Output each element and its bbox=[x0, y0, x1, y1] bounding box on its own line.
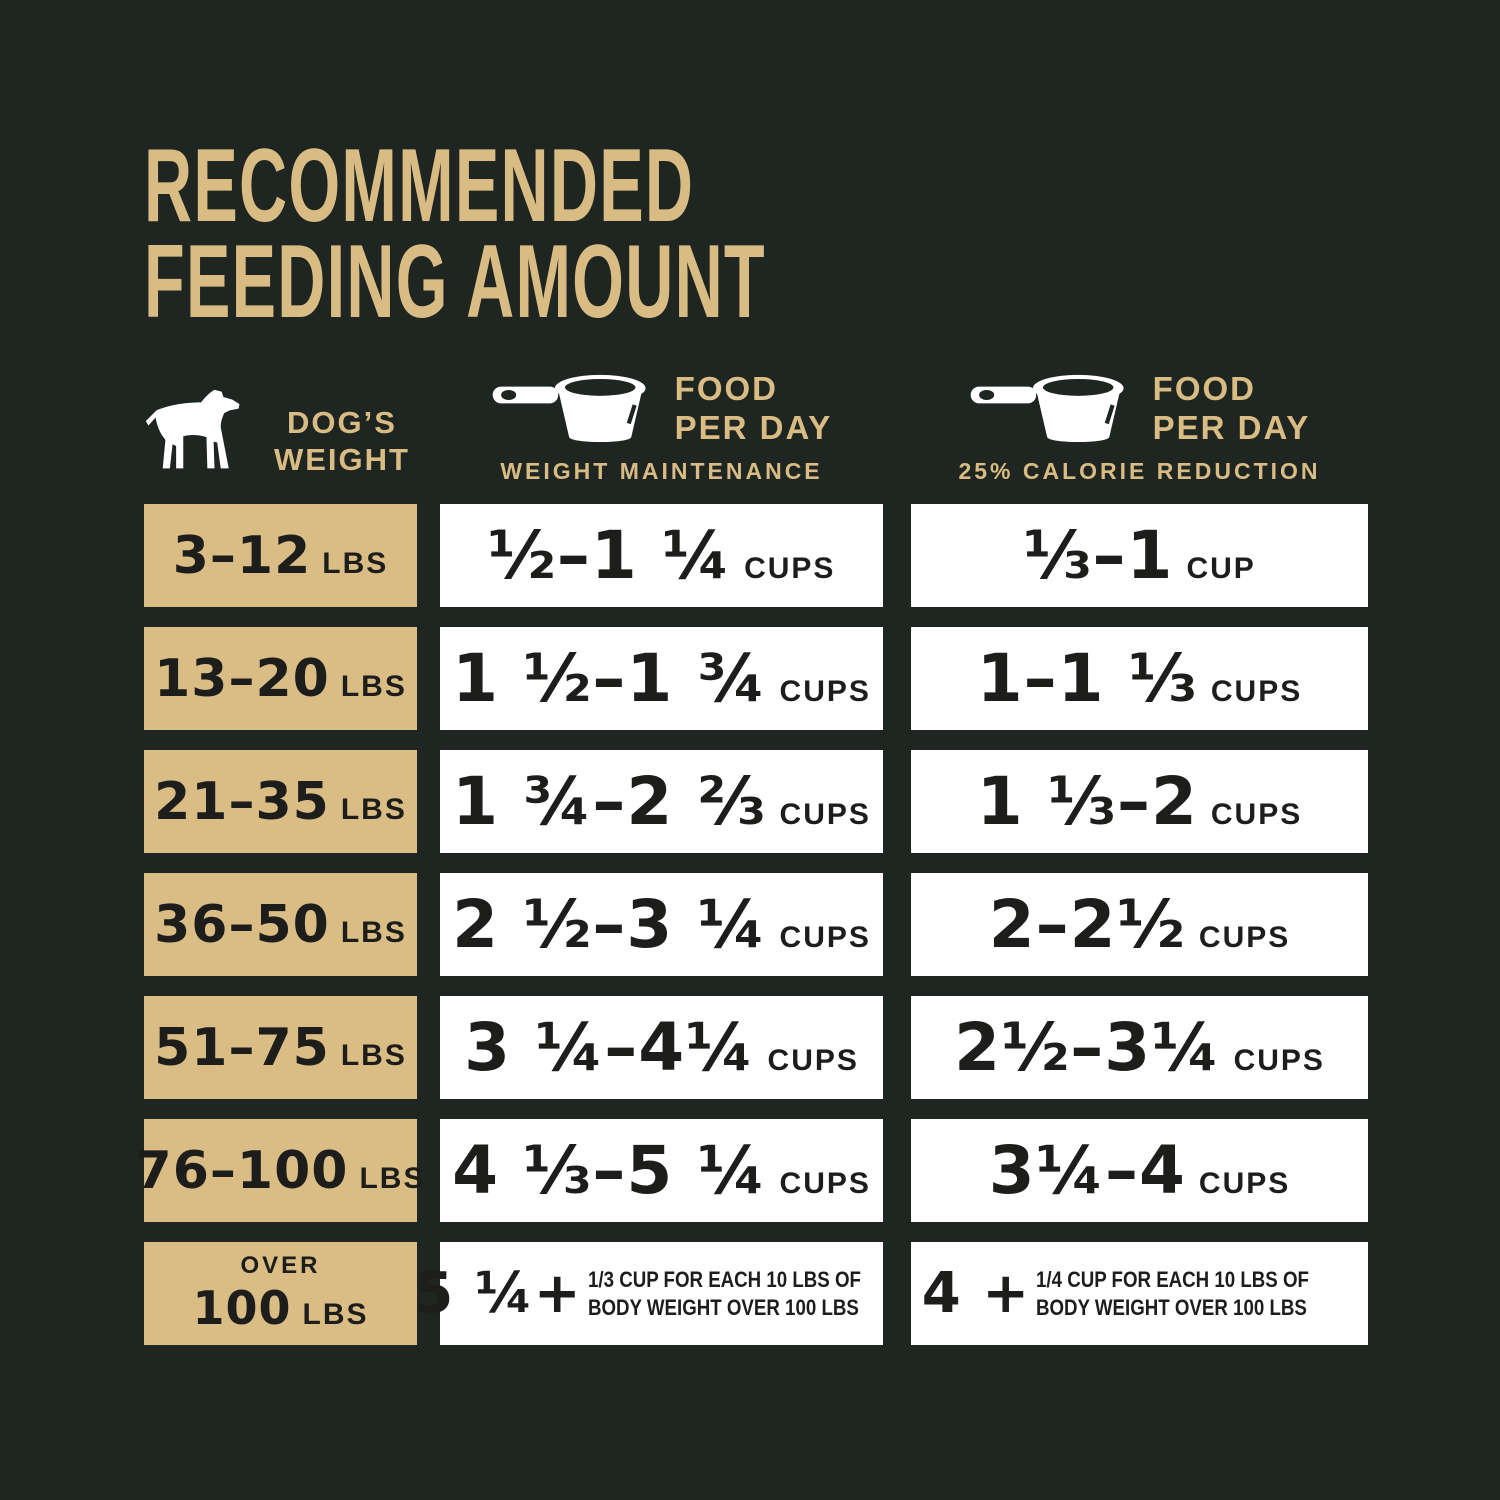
table-row: 21–35 LBS 1 ¾–2 ⅔ CUPS 1 ⅓–2 CUPS bbox=[144, 750, 1368, 853]
food-label-line2: PER DAY bbox=[674, 409, 833, 446]
weight-label-line1: DOG’S bbox=[287, 405, 397, 440]
reduction-cell: 3¼–4 CUPS bbox=[911, 1119, 1368, 1222]
reduction-note: 1/4 CUP FOR EACH 10 LBS OF BODY WEIGHT O… bbox=[1036, 1266, 1309, 1322]
weight-cell: 36–50 LBS bbox=[144, 873, 417, 976]
maintenance-unit: CUPS bbox=[779, 1167, 871, 1200]
table-row: 51–75 LBS 3 ¼–4¼ CUPS 2½–3¼ CUPS bbox=[144, 996, 1368, 1099]
maintenance-cell: 3 ¼–4¼ CUPS bbox=[440, 996, 883, 1099]
reduction-unit: CUP bbox=[1186, 552, 1256, 585]
reduction-value: 4 + bbox=[921, 1261, 1031, 1326]
maintenance-unit: CUPS bbox=[779, 675, 871, 708]
page-title-line1: RECOMMENDED bbox=[144, 128, 695, 244]
header-dogs-weight: DOG’S WEIGHT bbox=[144, 382, 417, 478]
maintenance-unit: CUPS bbox=[779, 921, 871, 954]
weight-unit: LBS bbox=[340, 1038, 407, 1072]
weight-cell: OVER 100 LBS bbox=[144, 1242, 417, 1345]
food-per-day-label: FOOD PER DAY bbox=[1153, 369, 1311, 447]
maintenance-cell: 1 ½–1 ¾ CUPS bbox=[440, 627, 883, 730]
header-food-maintenance: FOOD PER DAY bbox=[440, 368, 883, 448]
reduction-value: 1–1 ⅓ bbox=[976, 640, 1198, 717]
food-per-day-label: FOOD PER DAY bbox=[675, 369, 833, 447]
food-label-line2: PER DAY bbox=[1152, 409, 1311, 446]
header-food-reduction: FOOD PER DAY bbox=[911, 368, 1368, 448]
maintenance-value: 4 ⅓–5 ¼ bbox=[452, 1132, 767, 1209]
food-label-line1: FOOD bbox=[674, 370, 778, 407]
weight-value: 13–20 bbox=[154, 648, 330, 709]
maintenance-note-line2: BODY WEIGHT OVER 100 LBS bbox=[587, 1294, 859, 1320]
reduction-value: 1 ⅓–2 bbox=[976, 763, 1198, 840]
weight-cell: 13–20 LBS bbox=[144, 627, 417, 730]
weight-prefix: OVER bbox=[240, 1251, 321, 1279]
maintenance-value: 5 ¼+ bbox=[414, 1261, 582, 1326]
reduction-cell: 1–1 ⅓ CUPS bbox=[911, 627, 1368, 730]
food-label-line1: FOOD bbox=[1152, 370, 1256, 407]
measuring-cup-icon bbox=[970, 374, 1124, 443]
weight-value: 36–50 bbox=[154, 894, 330, 955]
weight-cell: 51–75 LBS bbox=[144, 996, 417, 1099]
weight-unit: LBS bbox=[340, 915, 407, 949]
weight-cell: 3–12 LBS bbox=[144, 504, 417, 607]
maintenance-value: 3 ¼–4¼ bbox=[464, 1009, 755, 1086]
maintenance-value: ½–1 ¼ bbox=[487, 517, 732, 594]
weight-unit: LBS bbox=[359, 1161, 426, 1195]
maintenance-cell: ½–1 ¼ CUPS bbox=[440, 504, 883, 607]
table-row: OVER 100 LBS 5 ¼+ 1/3 CUP FOR EACH 10 LBS… bbox=[144, 1242, 1368, 1345]
maintenance-value: 1 ¾–2 ⅔ bbox=[452, 763, 767, 840]
table-row: 76–100 LBS 4 ⅓–5 ¼ CUPS 3¼–4 CUPS bbox=[136, 1119, 1368, 1222]
reduction-note-line1: 1/4 CUP FOR EACH 10 LBS OF bbox=[1036, 1266, 1310, 1292]
reduction-unit: CUPS bbox=[1198, 1167, 1291, 1200]
reduction-unit: CUPS bbox=[1210, 675, 1303, 708]
page-title: RECOMMENDED FEEDING AMOUNT bbox=[144, 128, 1116, 340]
table-row: 36–50 LBS 2 ½–3 ¼ CUPS 2–2½ CUPS bbox=[144, 873, 1368, 976]
reduction-value: 3¼–4 bbox=[988, 1132, 1186, 1209]
table-row: 13–20 LBS 1 ½–1 ¾ CUPS 1–1 ⅓ CUPS bbox=[144, 627, 1368, 730]
reduction-value: 2½–3¼ bbox=[954, 1009, 1221, 1086]
maintenance-cell: 5 ¼+ 1/3 CUP FOR EACH 10 LBS OF BODY WEI… bbox=[414, 1242, 883, 1345]
maintenance-unit: CUPS bbox=[779, 798, 871, 831]
measuring-cup-icon bbox=[492, 374, 646, 443]
reduction-cell: 2–2½ CUPS bbox=[911, 873, 1368, 976]
weight-unit: LBS bbox=[302, 1297, 369, 1331]
maintenance-subtitle: WEIGHT MAINTENANCE bbox=[500, 458, 823, 484]
reduction-unit: CUPS bbox=[1233, 1044, 1325, 1077]
reduction-note-line2: BODY WEIGHT OVER 100 LBS bbox=[1036, 1294, 1307, 1320]
page-title-line2: FEEDING AMOUNT bbox=[144, 224, 766, 340]
maintenance-note-line1: 1/3 CUP FOR EACH 10 LBS OF bbox=[587, 1266, 861, 1292]
reduction-value: ⅓–1 bbox=[1023, 517, 1174, 594]
maintenance-value: 1 ½–1 ¾ bbox=[452, 640, 767, 717]
reduction-cell: ⅓–1 CUP bbox=[911, 504, 1368, 607]
maintenance-cell: 1 ¾–2 ⅔ CUPS bbox=[440, 750, 883, 853]
maintenance-note: 1/3 CUP FOR EACH 10 LBS OF BODY WEIGHT O… bbox=[588, 1266, 861, 1322]
dog-icon bbox=[145, 389, 240, 469]
weight-value: 76–100 bbox=[135, 1140, 349, 1201]
weight-value: 100 bbox=[192, 1280, 292, 1335]
weight-column-label: DOG’S WEIGHT bbox=[274, 404, 410, 478]
weight-unit: LBS bbox=[340, 792, 407, 826]
weight-value: 21–35 bbox=[154, 771, 330, 832]
reduction-subtitle: 25% CALORIE REDUCTION bbox=[958, 458, 1321, 484]
reduction-cell: 2½–3¼ CUPS bbox=[911, 996, 1368, 1099]
maintenance-cell: 2 ½–3 ¼ CUPS bbox=[440, 873, 883, 976]
weight-unit: LBS bbox=[322, 546, 389, 580]
weight-cell: 76–100 LBS bbox=[136, 1119, 423, 1222]
weight-value: 51–75 bbox=[154, 1017, 330, 1078]
weight-value: 3–12 bbox=[172, 525, 312, 586]
maintenance-unit: CUPS bbox=[767, 1044, 859, 1077]
reduction-unit: CUPS bbox=[1210, 798, 1303, 831]
maintenance-cell: 4 ⅓–5 ¼ CUPS bbox=[440, 1119, 883, 1222]
reduction-value: 2–2½ bbox=[988, 886, 1186, 963]
reduction-unit: CUPS bbox=[1198, 921, 1291, 954]
weight-cell: 21–35 LBS bbox=[144, 750, 417, 853]
maintenance-value: 2 ½–3 ¼ bbox=[452, 886, 767, 963]
weight-label-line2: WEIGHT bbox=[274, 442, 410, 477]
reduction-cell: 4 + 1/4 CUP FOR EACH 10 LBS OF BODY WEIG… bbox=[911, 1242, 1368, 1345]
table-row: 3–12 LBS ½–1 ¼ CUPS ⅓–1 CUP bbox=[144, 504, 1368, 607]
maintenance-unit: CUPS bbox=[744, 552, 836, 585]
reduction-cell: 1 ⅓–2 CUPS bbox=[911, 750, 1368, 853]
weight-unit: LBS bbox=[340, 669, 407, 703]
